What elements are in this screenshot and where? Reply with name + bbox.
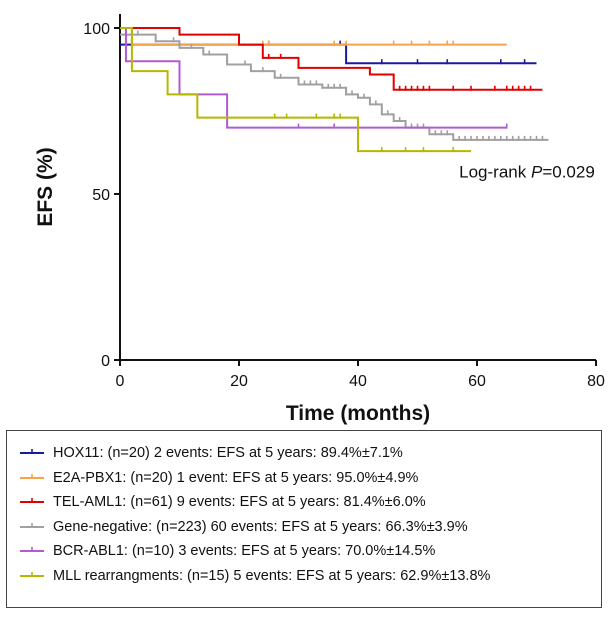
x-tick-label: 20 xyxy=(230,373,248,390)
series-line xyxy=(120,27,543,91)
y-axis-title: EFS (%) xyxy=(34,147,57,226)
legend-swatch xyxy=(20,498,44,504)
legend-swatch xyxy=(20,522,44,528)
x-axis-title: Time (months) xyxy=(286,402,430,425)
km-chart: 0 50 100 0 20 40 60 80 EFS (%) Time (months) Lo… xyxy=(34,14,605,425)
x-tick-label: 80 xyxy=(587,373,605,390)
legend-label: BCR-ABL1: (n=10) 3 events: EFS at 5 year… xyxy=(53,543,436,560)
legend-swatch xyxy=(20,571,44,577)
annotation-suffix: =0.029 xyxy=(542,162,594,181)
legend-item: TEL-AML1: (n=61) 9 events: EFS at 5 year… xyxy=(19,490,601,515)
y-tick-label: 100 xyxy=(83,21,110,38)
series-2 xyxy=(120,27,543,91)
axes: 0 50 100 0 20 40 60 80 xyxy=(83,14,605,390)
legend-item: HOX11: (n=20) 2 events: EFS at 5 years: … xyxy=(19,441,601,466)
x-tick-label: 0 xyxy=(116,373,125,390)
curves xyxy=(120,27,549,153)
series-1 xyxy=(120,27,507,46)
legend-label: TEL-AML1: (n=61) 9 events: EFS at 5 year… xyxy=(53,494,426,511)
series-4 xyxy=(120,27,508,129)
legend-item: E2A-PBX1: (n=20) 1 event: EFS at 5 years… xyxy=(19,466,601,491)
annotation-p: P xyxy=(531,162,543,181)
legend-label: MLL rearrangments: (n=15) 5 events: EFS … xyxy=(53,567,491,584)
log-rank-annotation: Log-rank P=0.029 xyxy=(459,162,595,181)
legend-label: E2A-PBX1: (n=20) 1 event: EFS at 5 years… xyxy=(53,469,419,486)
legend-item: BCR-ABL1: (n=10) 3 events: EFS at 5 year… xyxy=(19,539,601,564)
legend-swatch xyxy=(20,449,44,455)
legend-item: Gene-negative: (n=223) 60 events: EFS at… xyxy=(19,515,601,540)
legend-swatch xyxy=(20,473,44,479)
legend-label: HOX11: (n=20) 2 events: EFS at 5 years: … xyxy=(53,445,403,462)
annotation-prefix: Log-rank xyxy=(459,162,531,181)
legend: HOX11: (n=20) 2 events: EFS at 5 years: … xyxy=(6,430,602,608)
x-tick-label: 60 xyxy=(468,373,486,390)
x-tick-label: 40 xyxy=(349,373,367,390)
series-line xyxy=(120,27,472,153)
legend-item: MLL rearrangments: (n=15) 5 events: EFS … xyxy=(19,564,601,589)
legend-swatch xyxy=(20,547,44,553)
series-line xyxy=(120,27,507,129)
y-tick-label: 50 xyxy=(92,187,110,204)
series-5 xyxy=(120,27,472,153)
legend-label: Gene-negative: (n=223) 60 events: EFS at… xyxy=(53,518,468,535)
y-tick-label: 0 xyxy=(101,353,110,370)
